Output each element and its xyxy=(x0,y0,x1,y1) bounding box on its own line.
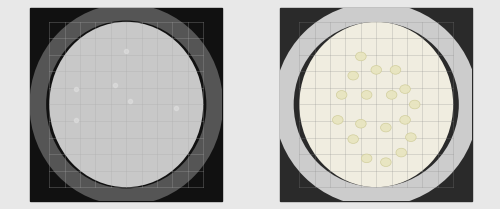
Ellipse shape xyxy=(380,123,391,132)
Ellipse shape xyxy=(332,116,343,124)
Ellipse shape xyxy=(406,133,416,141)
Ellipse shape xyxy=(400,116,410,124)
Ellipse shape xyxy=(362,90,372,99)
Ellipse shape xyxy=(380,158,391,167)
Ellipse shape xyxy=(410,100,420,109)
Ellipse shape xyxy=(348,71,358,80)
Ellipse shape xyxy=(284,12,469,197)
Ellipse shape xyxy=(390,66,401,74)
Ellipse shape xyxy=(348,135,358,143)
Ellipse shape xyxy=(396,148,406,157)
Ellipse shape xyxy=(386,90,397,99)
Ellipse shape xyxy=(38,12,214,197)
Ellipse shape xyxy=(362,154,372,163)
Ellipse shape xyxy=(300,22,453,187)
Ellipse shape xyxy=(371,66,382,74)
Ellipse shape xyxy=(356,52,366,61)
Ellipse shape xyxy=(400,85,410,93)
Ellipse shape xyxy=(50,22,203,187)
Ellipse shape xyxy=(356,119,366,128)
Ellipse shape xyxy=(336,90,347,99)
